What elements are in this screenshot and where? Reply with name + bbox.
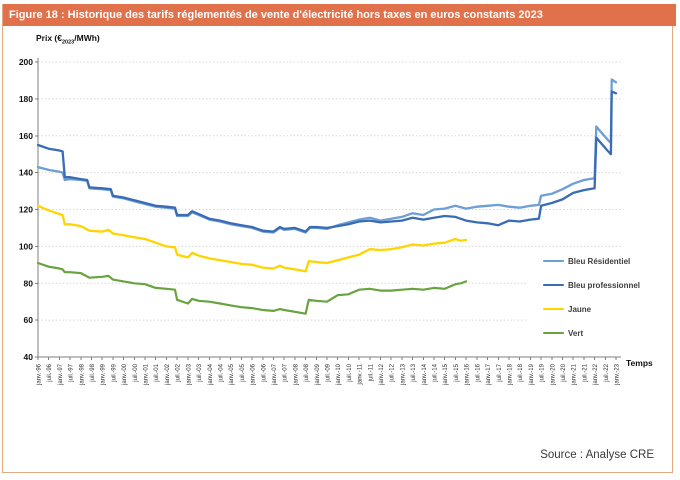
legend-label: Bleu Résidentiel	[568, 256, 631, 266]
y-tick-label: 100	[19, 241, 33, 251]
x-tick-label: janv.-05	[229, 363, 235, 386]
x-tick-label: juil.-17	[497, 363, 503, 382]
x-tick-label: janv.-01	[144, 363, 150, 386]
y-axis-title-suffix: /MWh)	[74, 33, 100, 43]
x-tick-label: janv.-99	[101, 363, 107, 386]
x-tick-label: juil.-96	[47, 363, 53, 382]
x-tick-label: juil.-98	[90, 363, 96, 382]
legend-item: Jaune	[543, 305, 667, 314]
x-tick-label: janv.-13	[400, 363, 406, 386]
legend-label: Jaune	[568, 304, 592, 314]
x-tick-label: janv.-07	[272, 363, 278, 386]
x-tick-label: janv.-11	[358, 363, 364, 385]
x-tick-label: janv.-97	[58, 363, 64, 386]
x-tick-label: juil.-06	[261, 363, 267, 382]
x-tick-label: juil.-11	[368, 363, 374, 382]
x-tick-label: juil.-02	[176, 363, 182, 382]
legend-line-swatch	[543, 259, 564, 263]
x-tick-label: janv.-12	[379, 363, 385, 386]
x-tick-label: janv.-08	[293, 363, 299, 386]
legend-item: Vert	[543, 329, 667, 338]
source-caption: Source : Analyse CRE	[540, 449, 654, 461]
x-tick-label: janv.-14	[422, 363, 428, 386]
y-tick-label: 60	[24, 315, 34, 325]
y-tick-label: 120	[19, 205, 33, 215]
x-tick-label: juil.-12	[390, 363, 396, 382]
x-tick-label: juil.-14	[433, 363, 439, 382]
x-tick-label: juil.-16	[475, 363, 481, 382]
y-axis-title-prefix: Prix (€	[36, 33, 62, 43]
x-tick-label: janv.-23	[615, 363, 621, 386]
x-tick-label: janv.-22	[593, 363, 599, 386]
x-tick-label: juil.-00	[133, 363, 139, 382]
x-tick-label: juil.-20	[561, 363, 567, 382]
x-tick-label: juil.-07	[283, 363, 289, 382]
x-tick-label: juil.-01	[154, 363, 160, 382]
x-tick-label: janv.-15	[443, 363, 449, 386]
x-tick-label: janv.-04	[208, 363, 214, 386]
y-tick-label: 140	[19, 168, 33, 178]
legend-item: Bleu Résidentiel	[543, 257, 667, 266]
y-tick-label: 80	[24, 278, 34, 288]
x-tick-label: janv.-96	[37, 363, 43, 386]
x-tick-label: janv.-19	[529, 363, 535, 386]
x-tick-label: juil.-19	[540, 363, 546, 382]
x-tick-label: janv.-03	[186, 363, 192, 386]
legend-line-swatch	[543, 331, 564, 335]
x-tick-label: janv.-06	[251, 363, 257, 386]
y-tick-label: 200	[19, 57, 33, 67]
x-tick-label: janv.-00	[122, 363, 128, 386]
x-tick-label: juil.-03	[197, 363, 203, 382]
x-tick-label: juil.-97	[69, 363, 75, 382]
x-tick-label: janv.-20	[550, 363, 556, 386]
series-line	[36, 90, 618, 233]
x-tick-label: juil.-09	[326, 363, 332, 382]
x-tick-label: juil.-10	[347, 363, 353, 382]
x-tick-label: juil.-13	[411, 363, 417, 382]
x-tick-label: janv.-09	[315, 363, 321, 386]
figure-title: Figure 18 : Historique des tarifs réglem…	[9, 9, 543, 21]
x-tick-label: janv.-10	[336, 363, 342, 386]
x-tick-label: janv.-21	[572, 363, 578, 386]
x-tick-label: juil.-21	[582, 363, 588, 382]
x-tick-label: juil.-04	[218, 363, 224, 382]
y-axis-title: Prix (€2023/MWh)	[36, 33, 100, 46]
x-tick-label: janv.-17	[486, 363, 492, 386]
legend-label: Vert	[568, 328, 584, 338]
legend-line-swatch	[543, 307, 564, 311]
figure-title-bar: Figure 18 : Historique des tarifs réglem…	[3, 4, 676, 26]
y-tick-label: 160	[19, 131, 33, 141]
x-tick-label: janv.-16	[465, 363, 471, 386]
x-tick-label: janv.-18	[507, 363, 513, 386]
legend-line-swatch	[543, 283, 564, 287]
legend-label: Bleu professionnel	[568, 280, 641, 290]
y-tick-label: 40	[24, 352, 34, 362]
y-tick-label: 180	[19, 94, 33, 104]
legend: Bleu Résidentiel Bleu professionnel Jaune V…	[527, 247, 667, 347]
x-tick-label: juil.-15	[454, 363, 460, 382]
x-tick-label: juil.-22	[604, 363, 610, 382]
x-tick-label: juil.-05	[240, 363, 246, 382]
series-line	[36, 261, 468, 315]
x-tick-label: juil.-99	[111, 363, 117, 382]
x-tick-label: juil.-18	[518, 363, 524, 382]
series-line	[36, 204, 468, 273]
x-tick-label: janv.-02	[165, 363, 171, 386]
legend-item: Bleu professionnel	[543, 281, 667, 290]
x-tick-label: janv.-98	[79, 363, 85, 386]
x-tick-label: juil.-08	[304, 363, 310, 382]
y-axis-title-subscript: 2023	[62, 39, 75, 46]
x-axis-title: Temps	[626, 358, 653, 368]
